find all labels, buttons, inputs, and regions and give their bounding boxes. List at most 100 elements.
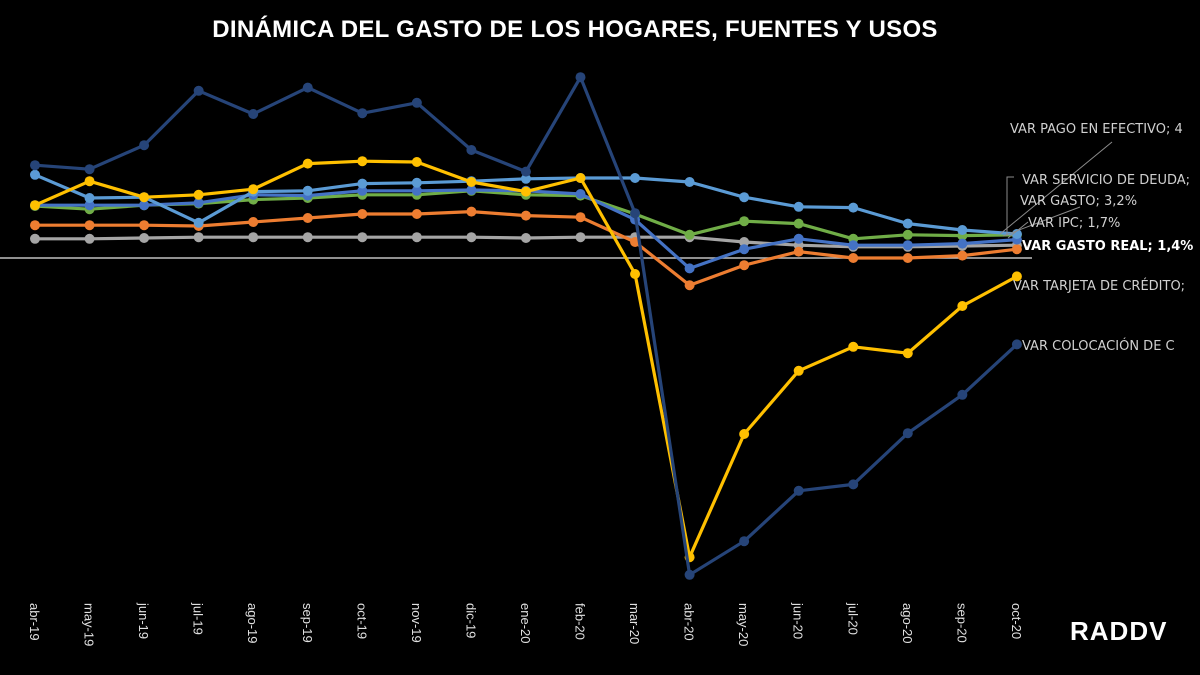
series-label: VAR TARJETA DE CRÉDITO; — [1013, 278, 1185, 294]
data-point — [848, 479, 859, 490]
data-point — [575, 173, 586, 183]
series-line-6 — [34, 75, 1018, 577]
x-tick-label: feb-20 — [573, 603, 588, 640]
data-point — [1011, 244, 1022, 255]
data-point — [793, 218, 804, 229]
data-point — [411, 232, 422, 243]
data-point — [30, 233, 40, 244]
data-point — [902, 348, 913, 359]
brand-logo: RADDV — [1070, 616, 1168, 646]
data-point — [248, 184, 259, 195]
data-point — [411, 97, 422, 108]
x-tick-label: oct-20 — [1009, 603, 1024, 639]
data-point — [30, 200, 40, 211]
data-point — [84, 164, 95, 175]
data-point — [193, 217, 204, 228]
x-tick-label: ago-20 — [900, 603, 915, 643]
data-point — [1011, 271, 1022, 282]
leader-line — [1007, 221, 1029, 239]
data-point — [248, 232, 259, 243]
data-point — [193, 85, 204, 96]
series-label: VAR GASTO; 3,2% — [1020, 194, 1137, 209]
data-point — [411, 209, 422, 219]
series-line-3 — [35, 210, 1018, 287]
data-point — [848, 341, 859, 352]
data-point — [357, 156, 368, 167]
data-point — [248, 109, 259, 119]
data-point — [793, 485, 804, 496]
data-point — [793, 365, 804, 376]
series-label: VAR PAGO EN EFECTIVO; 4 — [1010, 122, 1183, 137]
data-point — [848, 240, 859, 251]
data-point — [84, 220, 95, 231]
data-point — [739, 192, 750, 203]
x-tick-label: nov-19 — [409, 603, 424, 643]
data-point — [575, 232, 586, 243]
x-tick-label: sep-19 — [300, 603, 315, 643]
data-point — [848, 202, 859, 213]
data-point — [630, 173, 641, 183]
chart-title: DINÁMICA DEL GASTO DE LOS HOGARES, FUENT… — [212, 16, 938, 43]
data-point — [684, 229, 695, 240]
data-point — [411, 185, 422, 196]
data-point — [193, 189, 204, 200]
data-point — [302, 213, 313, 223]
data-point — [739, 429, 750, 439]
series-label: VAR IPC; 1,7% — [1028, 216, 1120, 231]
data-point — [30, 160, 40, 171]
x-tick-label: may-19 — [82, 603, 97, 646]
data-point — [684, 280, 695, 291]
leader-line — [1006, 176, 1014, 236]
data-point — [957, 301, 968, 311]
data-point — [739, 216, 750, 227]
data-point — [139, 233, 150, 243]
data-point — [902, 428, 913, 439]
data-point — [630, 269, 641, 279]
x-tick-label: ene-20 — [518, 603, 533, 643]
data-point — [630, 208, 641, 219]
data-point — [957, 389, 968, 400]
x-tick-label: sep-20 — [954, 603, 969, 643]
data-point — [520, 210, 531, 221]
data-point — [739, 260, 750, 271]
x-tick-label: jul-19 — [191, 602, 206, 635]
data-point — [1011, 339, 1022, 350]
data-point — [30, 220, 40, 231]
x-tick-label: ago-19 — [245, 603, 260, 643]
data-point — [902, 218, 913, 229]
data-point — [575, 189, 586, 199]
x-tick-label: oct-19 — [354, 603, 369, 639]
data-point — [302, 232, 313, 243]
data-point — [520, 173, 531, 184]
data-point — [520, 186, 531, 197]
data-point — [357, 209, 368, 219]
series-label: VAR GASTO REAL; 1,4% — [1022, 239, 1193, 254]
x-tick-label: dic-19 — [463, 603, 478, 638]
x-tick-label: jun-19 — [136, 602, 151, 639]
series-label: VAR SERVICIO DE DEUDA; — [1022, 173, 1190, 188]
data-point — [575, 212, 586, 223]
data-point — [139, 200, 150, 211]
x-tick-label: jul-20 — [845, 602, 860, 635]
data-point — [848, 253, 859, 263]
data-point — [357, 232, 368, 243]
leader-line — [999, 141, 1113, 235]
data-point — [466, 177, 477, 187]
data-point — [30, 169, 40, 180]
data-point — [411, 177, 422, 188]
data-point — [739, 237, 750, 247]
data-point — [302, 82, 313, 93]
data-point — [139, 140, 150, 151]
data-point — [466, 185, 477, 195]
x-tick-label: may-20 — [736, 603, 751, 646]
data-point — [684, 263, 695, 274]
data-point — [739, 244, 750, 255]
x-tick-label: abr-20 — [682, 603, 697, 641]
data-point — [902, 253, 913, 263]
data-point — [357, 108, 368, 119]
data-point — [84, 200, 95, 211]
data-point — [466, 145, 477, 155]
data-point — [193, 197, 204, 208]
data-point — [466, 206, 477, 217]
